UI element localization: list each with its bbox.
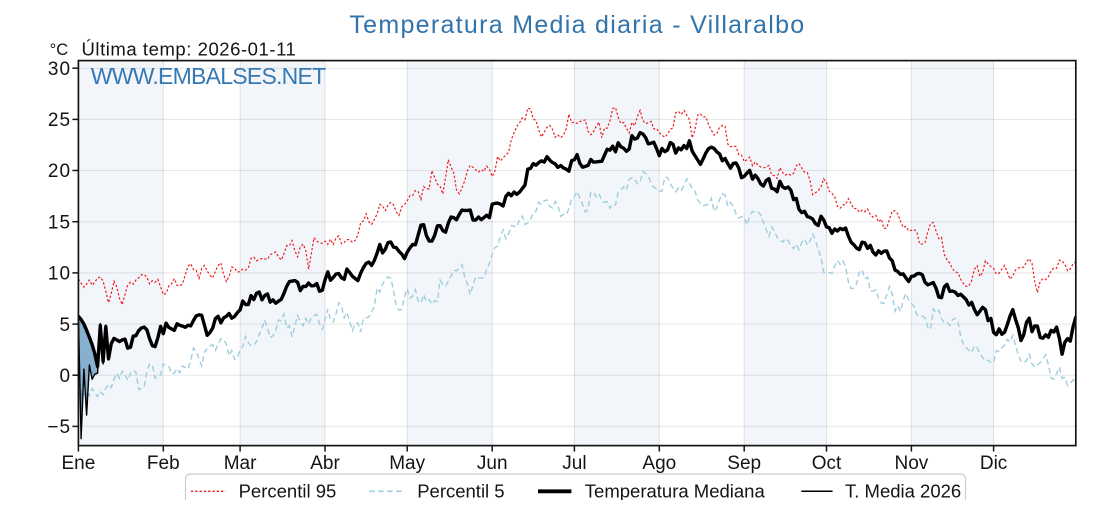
svg-text:5: 5: [60, 315, 72, 336]
svg-text:WWW.EMBALSES.NET: WWW.EMBALSES.NET: [91, 63, 326, 89]
svg-text:Abr: Abr: [310, 453, 340, 474]
svg-text:20: 20: [48, 161, 71, 182]
svg-text:Feb: Feb: [147, 453, 180, 474]
svg-text:Jul: Jul: [562, 453, 586, 474]
svg-text:T. Media 2026: T. Media 2026: [845, 481, 961, 500]
svg-text:25: 25: [48, 110, 71, 131]
svg-text:Ene: Ene: [61, 453, 95, 474]
svg-text:May: May: [389, 453, 425, 474]
svg-text:Nov: Nov: [895, 453, 929, 474]
svg-text:15: 15: [48, 212, 71, 233]
svg-text:Percentil 95: Percentil 95: [239, 481, 337, 500]
svg-text:0: 0: [60, 366, 72, 387]
svg-text:Mar: Mar: [224, 453, 257, 474]
svg-text:10: 10: [48, 264, 71, 285]
svg-text:Temperatura Mediana: Temperatura Mediana: [585, 481, 766, 500]
svg-text:Temperatura Media diaria - Vil: Temperatura Media diaria - Villaralbo: [349, 11, 805, 39]
svg-text:Jun: Jun: [477, 453, 508, 474]
svg-text:−5: −5: [47, 417, 71, 438]
svg-text:Dic: Dic: [980, 453, 1007, 474]
svg-text:Sep: Sep: [727, 453, 761, 474]
svg-text:Última temp: 2026-01-11: Última temp: 2026-01-11: [82, 38, 297, 59]
svg-text:30: 30: [48, 59, 71, 80]
svg-text:Oct: Oct: [812, 453, 842, 474]
svg-text:Percentil 5: Percentil 5: [417, 481, 504, 500]
svg-text:Ago: Ago: [642, 453, 676, 474]
svg-text:°C: °C: [50, 41, 69, 59]
